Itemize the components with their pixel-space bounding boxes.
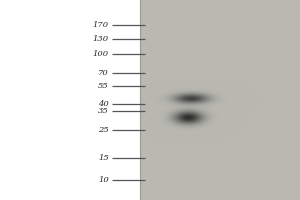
- Text: 55: 55: [98, 82, 109, 90]
- Text: 70: 70: [98, 69, 109, 77]
- Text: 35: 35: [98, 107, 109, 115]
- Text: 25: 25: [98, 126, 109, 134]
- Text: 40: 40: [98, 100, 109, 108]
- Text: 130: 130: [93, 35, 109, 43]
- Text: 10: 10: [98, 176, 109, 184]
- Text: 170: 170: [93, 21, 109, 29]
- Text: 15: 15: [98, 154, 109, 162]
- Text: 100: 100: [93, 50, 109, 58]
